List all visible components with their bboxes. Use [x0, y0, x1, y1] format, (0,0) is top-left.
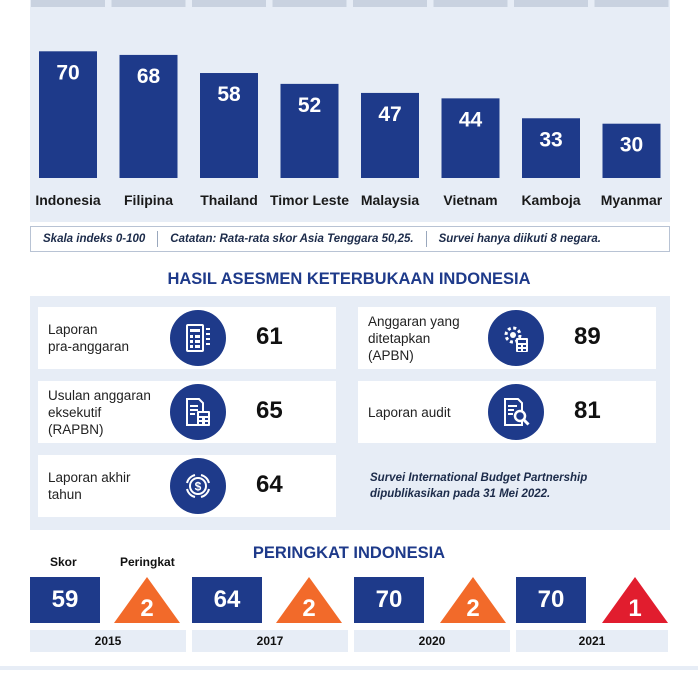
document-magnifier-icon	[488, 384, 544, 440]
assessment-title: HASIL ASESMEN KETERBUKAAN INDONESIA	[167, 270, 531, 288]
bar-value-label: 33	[539, 128, 562, 151]
bar-timor-leste	[280, 83, 339, 178]
year-label: 2020	[354, 630, 510, 652]
assessment-label: Usulan anggaran eksekutif (RAPBN)	[48, 387, 151, 437]
ranking-section: Skor Peringkat 59 2 2015 64 2 2017 70 2 …	[0, 540, 698, 675]
category-label: Timor Leste	[270, 192, 349, 208]
category-label: Myanmar	[601, 192, 663, 208]
note-divider	[425, 231, 427, 247]
assessment-card-audit: Laporan audit 81	[358, 381, 656, 443]
bar-value-label: 52	[298, 94, 321, 117]
bar-chart: 70 Indonesia 68 Filipina 58 Thailand 52 Timor L…	[31, 0, 669, 208]
bar-myanmar	[602, 123, 661, 178]
average-note: Catatan: Rata-rata skor Asia Tenggara 50…	[170, 233, 414, 245]
rank-value: 2	[140, 595, 153, 622]
rank-triangle: 2	[114, 577, 180, 623]
category-label: Malaysia	[361, 192, 420, 208]
rank-label: Peringkat	[120, 555, 175, 569]
assessment-label: Laporan audit	[368, 404, 451, 420]
score-box: 59	[30, 577, 100, 623]
ranking-title: PERINGKAT INDONESIA	[252, 544, 446, 562]
score-label: Skor	[50, 555, 77, 569]
bottom-divider	[0, 666, 698, 670]
category-label: Kamboja	[521, 192, 580, 208]
score-box: 70	[516, 577, 586, 623]
bar-value-label: 68	[137, 65, 161, 88]
rank-value: 1	[628, 595, 641, 622]
bar-kamboja	[522, 118, 580, 178]
category-label: Vietnam	[443, 192, 497, 208]
assessment-label: Laporan akhir tahun	[48, 470, 131, 502]
rank-triangle: 1	[602, 577, 668, 623]
bar-filipina	[119, 54, 178, 178]
rank-value: 2	[466, 595, 479, 622]
note-divider	[157, 231, 159, 247]
year-label: 2021	[516, 630, 668, 652]
flag-strip	[31, 0, 105, 7]
rank-triangle: 2	[440, 577, 506, 623]
category-label: Filipina	[124, 192, 173, 208]
flag-strip	[272, 0, 347, 7]
document-list-icon	[170, 310, 226, 366]
assessment-score: 64	[256, 471, 283, 498]
gear-calculator-icon	[488, 310, 544, 366]
assessment-card-pra-anggaran: Laporan pra-anggaran 61	[38, 307, 336, 369]
bar-value-label: 58	[217, 83, 241, 106]
assessment-card-laporan-akhir: Laporan akhir tahun $ 64	[38, 455, 336, 517]
bar-vietnam	[441, 98, 500, 178]
bar-thailand	[200, 73, 258, 178]
flag-strip	[192, 0, 266, 7]
svg-text:$: $	[195, 480, 202, 494]
category-label: Indonesia	[35, 192, 101, 208]
assessment-label: Laporan pra-anggaran	[48, 322, 130, 354]
assessment-card-apbn: Anggaran yang ditetapkan (APBN) 89	[358, 307, 656, 369]
bar-malaysia	[361, 92, 419, 178]
bar-value-label: 47	[378, 103, 401, 126]
score-box: 64	[192, 577, 262, 623]
survey-note: Survei hanya diikuti 8 negara.	[438, 233, 601, 245]
assessment-score: 81	[574, 397, 601, 424]
flag-strip	[111, 0, 186, 7]
assessment-score: 61	[256, 323, 283, 350]
chart-notes: Skala indeks 0-100 Catatan: Rata-rata sk…	[30, 226, 670, 252]
bar-value-label: 44	[459, 108, 483, 131]
flag-strip	[433, 0, 508, 7]
flag-strip	[594, 0, 669, 7]
source-note: Survei International Budget Partnership …	[370, 472, 588, 500]
assessment-score: 89	[574, 323, 601, 350]
score-box: 70	[354, 577, 424, 623]
bar-value-label: 70	[56, 61, 79, 84]
assessment-label: Anggaran yang ditetapkan (APBN)	[368, 313, 460, 363]
year-label: 2015	[30, 630, 186, 652]
money-cycle-icon: $	[170, 458, 226, 514]
rank-value: 2	[302, 595, 315, 622]
bar-value-label: 30	[620, 134, 643, 157]
flag-strip	[514, 0, 588, 7]
flag-strip	[353, 0, 427, 7]
category-label: Thailand	[200, 192, 258, 208]
assessment-score: 65	[256, 397, 283, 424]
bar-indonesia	[39, 51, 97, 178]
rank-triangle: 2	[276, 577, 342, 623]
assessment-card-rapbn: Usulan anggaran eksekutif (RAPBN) 65	[38, 381, 336, 443]
year-label: 2017	[192, 630, 348, 652]
scale-note: Skala indeks 0-100	[43, 233, 146, 245]
document-calculator-icon	[170, 384, 226, 440]
